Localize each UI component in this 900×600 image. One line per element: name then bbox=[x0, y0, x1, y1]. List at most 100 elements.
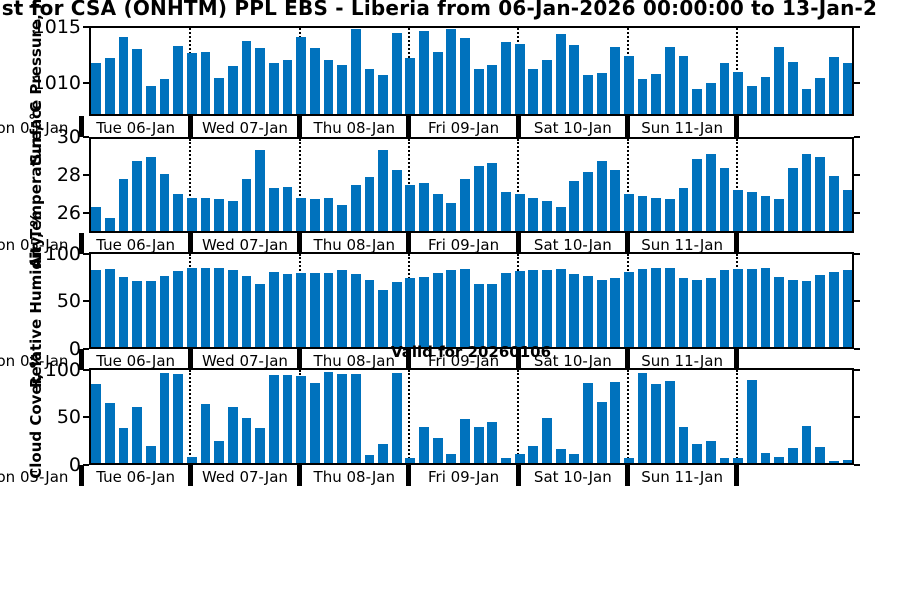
bar bbox=[815, 157, 826, 231]
bar bbox=[678, 277, 689, 347]
air-temperature-subplot bbox=[89, 137, 854, 233]
bar bbox=[569, 181, 580, 231]
bar bbox=[501, 273, 511, 347]
bar bbox=[801, 153, 812, 231]
x-day-label: Wed 07-Jan bbox=[201, 468, 288, 486]
bar bbox=[555, 34, 566, 114]
surface-pressure-plot-area bbox=[91, 28, 852, 114]
bar bbox=[227, 201, 238, 231]
bar bbox=[637, 372, 648, 463]
y-tick-mark bbox=[83, 212, 89, 215]
bar bbox=[828, 175, 839, 231]
x-day-label: Mon 05-Jan bbox=[0, 352, 69, 370]
bar bbox=[446, 29, 457, 114]
bar bbox=[473, 284, 484, 347]
bar bbox=[760, 195, 771, 231]
bar bbox=[487, 421, 498, 463]
bar bbox=[706, 277, 716, 347]
bar bbox=[842, 63, 852, 114]
bar bbox=[719, 63, 730, 114]
bar bbox=[391, 282, 402, 347]
bar bbox=[337, 373, 347, 463]
bar bbox=[842, 190, 852, 231]
bar bbox=[255, 48, 266, 114]
day-tick-mark bbox=[515, 116, 521, 137]
x-day-label: Tue 06-Jan bbox=[96, 352, 176, 370]
bar bbox=[583, 275, 593, 347]
bar bbox=[186, 456, 197, 463]
bar bbox=[159, 78, 170, 114]
bar bbox=[282, 374, 293, 463]
bar bbox=[91, 206, 102, 231]
bar bbox=[692, 443, 703, 463]
y-tick-mark bbox=[854, 368, 860, 371]
day-boundary-gridline bbox=[517, 370, 520, 463]
bar bbox=[309, 382, 320, 463]
bar bbox=[214, 441, 225, 463]
bar bbox=[583, 74, 593, 114]
bar bbox=[350, 373, 361, 463]
day-tick-mark bbox=[406, 465, 412, 486]
day-tick-mark bbox=[515, 465, 521, 486]
y-tick-mark bbox=[854, 300, 860, 303]
bar bbox=[624, 55, 634, 114]
bar bbox=[159, 275, 170, 347]
bar bbox=[200, 403, 211, 463]
y-tick-mark bbox=[83, 464, 89, 466]
x-day-label: Thu 08-Jan bbox=[313, 119, 395, 137]
bar bbox=[364, 280, 375, 347]
bar bbox=[405, 458, 416, 463]
bar bbox=[473, 427, 484, 463]
bar bbox=[651, 73, 662, 114]
bar bbox=[473, 166, 484, 231]
bar bbox=[746, 86, 757, 114]
day-tick-mark bbox=[625, 465, 630, 486]
bar bbox=[173, 193, 184, 231]
bar bbox=[227, 407, 238, 463]
bar bbox=[200, 197, 211, 231]
bar bbox=[692, 159, 703, 231]
bar bbox=[227, 269, 238, 347]
bar bbox=[364, 454, 375, 463]
bar bbox=[460, 419, 470, 463]
bar bbox=[323, 59, 334, 114]
bar bbox=[774, 276, 785, 347]
bar bbox=[596, 401, 607, 463]
bar bbox=[828, 461, 839, 463]
relative-humidity-plot-area bbox=[91, 254, 852, 347]
y-tick-mark bbox=[83, 416, 89, 419]
bar bbox=[104, 57, 115, 114]
bar bbox=[309, 199, 320, 231]
x-day-label: Sun 11-Jan bbox=[641, 468, 724, 486]
bar bbox=[132, 160, 143, 231]
x-day-label: Fri 09-Jan bbox=[427, 468, 500, 486]
y-tick-mark bbox=[854, 252, 860, 255]
bar bbox=[364, 69, 375, 114]
y-tick-mark bbox=[83, 252, 89, 255]
day-tick-mark bbox=[78, 116, 84, 137]
bar bbox=[733, 71, 744, 114]
y-tick-mark bbox=[83, 174, 89, 177]
bar bbox=[774, 456, 785, 463]
bar bbox=[378, 149, 388, 231]
bar bbox=[173, 46, 184, 114]
bar bbox=[815, 274, 826, 347]
day-boundary-gridline bbox=[189, 370, 192, 463]
bar bbox=[296, 197, 306, 231]
bar bbox=[268, 375, 279, 463]
bar bbox=[309, 273, 320, 347]
bar bbox=[255, 428, 266, 463]
bar bbox=[569, 453, 580, 463]
bar bbox=[610, 47, 621, 114]
bar bbox=[692, 280, 703, 347]
y-tick-mark bbox=[83, 300, 89, 303]
bar bbox=[268, 63, 279, 114]
bar bbox=[651, 383, 662, 463]
bar bbox=[815, 446, 826, 463]
bar bbox=[828, 56, 839, 114]
bar bbox=[665, 380, 675, 463]
bar bbox=[214, 77, 225, 114]
bar bbox=[473, 69, 484, 114]
y-tick-mark bbox=[83, 368, 89, 371]
y-tick-mark bbox=[854, 136, 860, 138]
